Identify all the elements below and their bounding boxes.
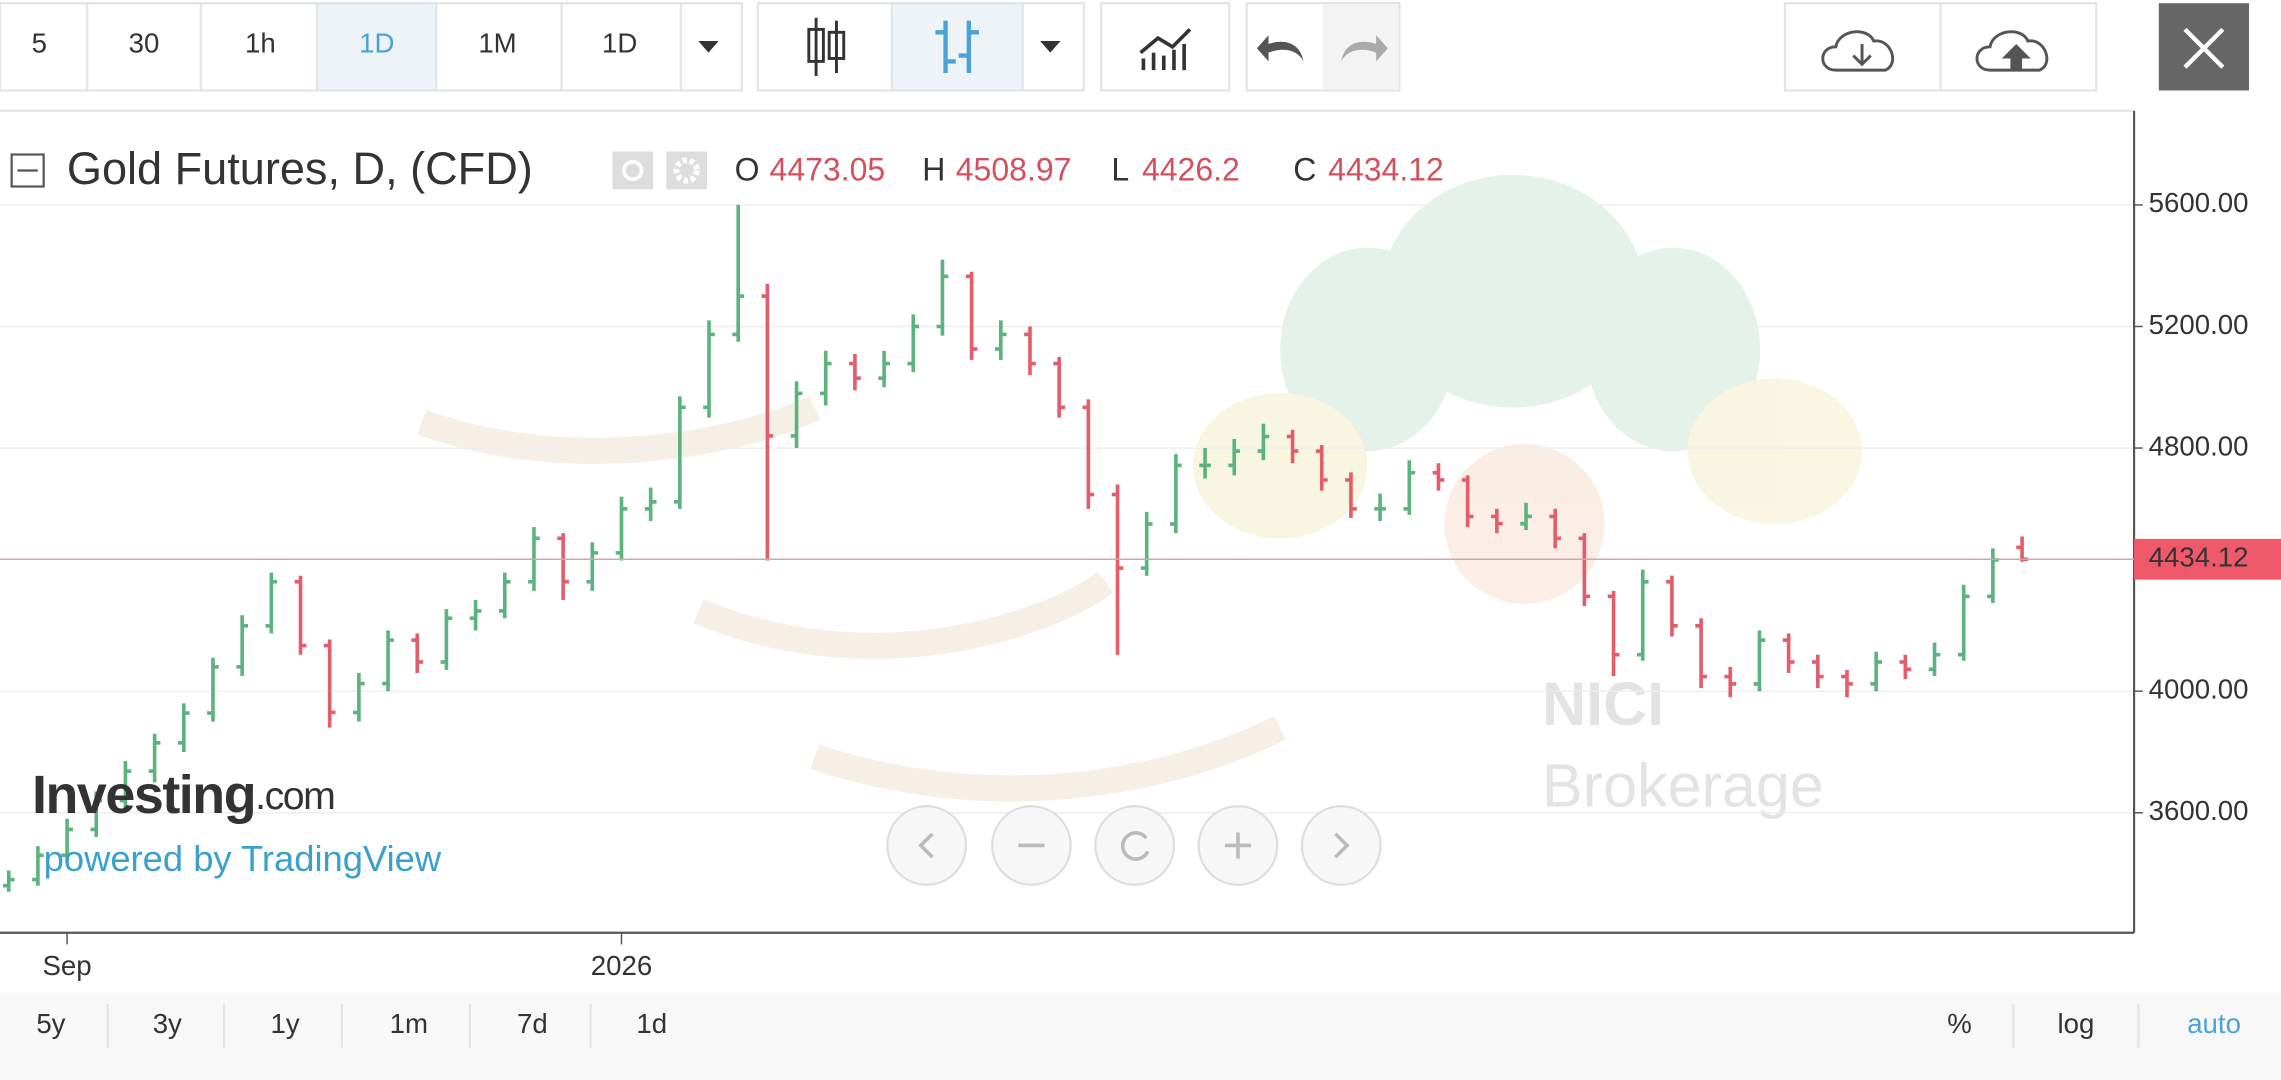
interval-button-active[interactable]: 1D [359, 28, 394, 59]
close-icon [2183, 27, 2225, 69]
option-button[interactable]: log [2057, 1008, 2094, 1039]
legend-label: C [1293, 151, 1316, 187]
footer [0, 992, 2281, 1080]
logo-brand-text: Investing [32, 765, 255, 825]
scroll-right[interactable] [1300, 805, 1382, 886]
cloud-upload[interactable] [1975, 30, 2049, 72]
legend-label: H [922, 151, 945, 187]
style-group [756, 2, 1085, 92]
logo-brand: Investing.com [32, 765, 334, 825]
y-tick-label: 5600.00 [2149, 187, 2249, 218]
watermark-text: NICI [1542, 670, 1664, 738]
scroll-left[interactable] [886, 805, 968, 886]
logo-suffix: .com [255, 774, 334, 818]
interval-button[interactable]: 30 [129, 28, 160, 59]
legend-value: 4508.97 [956, 151, 1072, 187]
active-style-bg [891, 3, 1023, 91]
last-price-box [2134, 538, 2281, 580]
x-tick-label: 2026 [591, 950, 652, 981]
legend-value: 4434.12 [1328, 151, 1444, 187]
interval-button[interactable]: 1M [478, 28, 516, 59]
chart-title: Gold Futures, D, (CFD) [67, 143, 533, 194]
y-tick-label: 5200.00 [2149, 309, 2249, 340]
redo-button[interactable] [1341, 35, 1388, 62]
y-tick-label: 4000.00 [2149, 673, 2249, 704]
watermark-text: Brokerage [1542, 751, 1824, 819]
range-button[interactable]: 3y [153, 1008, 182, 1039]
legend-value: 4426.2 [1142, 151, 1240, 187]
style-dropdown[interactable] [1040, 41, 1061, 53]
nav-buttons [886, 805, 1382, 886]
interval-dropdown[interactable] [698, 41, 719, 53]
interval-button[interactable]: 1D [602, 28, 637, 59]
range-button[interactable]: 1y [271, 1008, 300, 1039]
legend-label: L [1111, 151, 1129, 187]
plot-area [0, 204, 2135, 892]
bar-style-icon[interactable] [935, 20, 980, 74]
candle-icon[interactable] [807, 17, 846, 76]
option-button-active[interactable]: auto [2187, 1008, 2241, 1039]
cloud-download[interactable] [1821, 30, 1895, 72]
active-interval-bg [317, 3, 437, 91]
indicators-button[interactable] [1100, 2, 1231, 92]
range-button[interactable]: 5y [36, 1008, 65, 1039]
x-tick-label: Sep [43, 950, 92, 981]
upload-arrow [2001, 43, 2031, 71]
range-button[interactable]: 1d [636, 1008, 667, 1039]
interval-button[interactable]: 1h [245, 28, 276, 59]
indicators-icon [1139, 28, 1192, 71]
logo-powered: powered by TradingView [44, 838, 442, 879]
y-tick-label: 3600.00 [2149, 795, 2249, 826]
range-button[interactable]: 1m [390, 1008, 428, 1039]
interval-group [0, 2, 743, 92]
last-price-label: 4434.12 [2149, 542, 2249, 573]
watermark: NICI Brokerage [417, 174, 1863, 819]
legend-value: 4473.05 [770, 151, 886, 187]
interval-button[interactable]: 5 [32, 28, 47, 59]
y-tick-label: 4800.00 [2149, 430, 2249, 461]
visibility-button[interactable] [612, 151, 654, 190]
settings-button[interactable] [666, 151, 707, 190]
legend-label: O [735, 151, 760, 187]
option-button[interactable]: % [1947, 1008, 1972, 1039]
download-arrow [1852, 43, 1872, 67]
history-group [1245, 2, 1401, 92]
nav-icons [918, 831, 1350, 861]
collapse-button[interactable] [10, 153, 45, 188]
range-button[interactable]: 7d [517, 1008, 548, 1039]
reset[interactable] [1094, 805, 1176, 886]
